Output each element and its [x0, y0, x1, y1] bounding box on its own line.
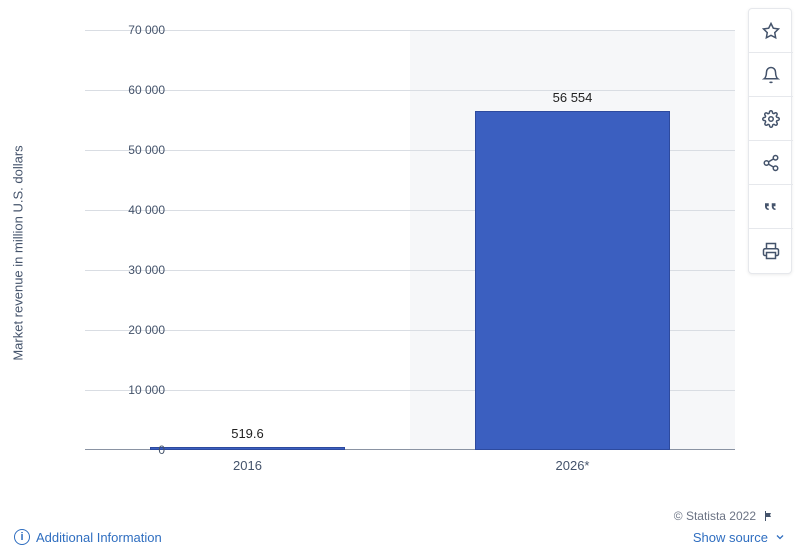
additional-info-label: Additional Information [36, 530, 162, 545]
toolbar [748, 8, 792, 274]
additional-info-link[interactable]: i Additional Information [14, 529, 162, 545]
copyright-text: © Statista 2022 [674, 509, 756, 523]
y-tick-label: 70 000 [105, 23, 165, 37]
chart-container: Market revenue in million U.S. dollars 5… [10, 10, 745, 495]
footer: i Additional Information Show source [14, 529, 786, 545]
share-icon [762, 154, 780, 172]
bell-icon [762, 66, 780, 84]
print-button[interactable] [749, 229, 793, 273]
quote-icon [762, 198, 780, 216]
y-tick-label: 40 000 [105, 203, 165, 217]
flag-icon[interactable] [762, 510, 776, 522]
y-axis-title: Market revenue in million U.S. dollars [11, 145, 26, 360]
y-tick-label: 60 000 [105, 83, 165, 97]
star-icon [762, 22, 780, 40]
show-source-link[interactable]: Show source [693, 530, 786, 545]
x-tick-label: 2026* [556, 458, 590, 473]
print-icon [762, 242, 780, 260]
favorite-button[interactable] [749, 9, 793, 53]
y-tick-label: 0 [105, 443, 165, 457]
show-source-label: Show source [693, 530, 768, 545]
y-tick-label: 10 000 [105, 383, 165, 397]
copyright: © Statista 2022 [674, 509, 776, 523]
gear-icon [762, 110, 780, 128]
x-tick-label: 2016 [233, 458, 262, 473]
bar-value-label: 519.6 [231, 426, 264, 441]
plot-area: 519.6 56 554 [85, 30, 735, 450]
cite-button[interactable] [749, 185, 793, 229]
info-icon: i [14, 529, 30, 545]
bar[interactable] [150, 447, 345, 450]
grid-line [85, 30, 735, 31]
y-tick-label: 50 000 [105, 143, 165, 157]
y-tick-label: 30 000 [105, 263, 165, 277]
settings-button[interactable] [749, 97, 793, 141]
chevron-down-icon [774, 531, 786, 543]
bar[interactable] [475, 111, 670, 450]
bar-value-label: 56 554 [553, 90, 593, 105]
share-button[interactable] [749, 141, 793, 185]
grid-line [85, 90, 735, 91]
y-tick-label: 20 000 [105, 323, 165, 337]
alert-button[interactable] [749, 53, 793, 97]
